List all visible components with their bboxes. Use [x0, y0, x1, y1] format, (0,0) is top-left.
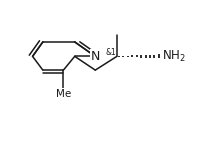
Text: NH$_2$: NH$_2$	[161, 49, 185, 64]
Text: Me: Me	[55, 89, 71, 99]
Text: &1: &1	[105, 48, 115, 57]
Text: N: N	[90, 50, 99, 63]
